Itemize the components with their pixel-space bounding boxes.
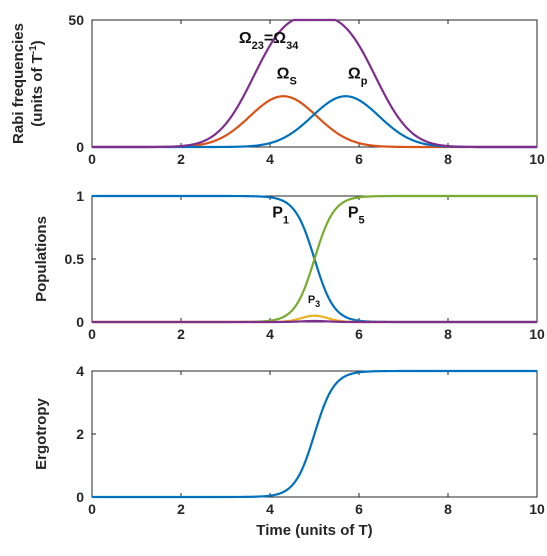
x-tick-label: 4 [266, 151, 274, 167]
x-tick-label: 2 [177, 326, 185, 342]
x-tick-label: 2 [177, 501, 185, 517]
y-axis-label: Rabi frequencies [10, 23, 27, 144]
y-axis-label: Populations [33, 216, 50, 302]
annotation-p1_label: P1 [272, 204, 289, 226]
y-tick-label: 0 [76, 139, 84, 155]
series-line-omega_sum [92, 18, 537, 149]
y-tick-label: 0.5 [65, 251, 85, 267]
y-tick-label: 1 [76, 188, 84, 204]
x-tick-label: 2 [177, 151, 185, 167]
x-tick-label: 8 [444, 151, 452, 167]
x-tick-label: 10 [529, 151, 545, 167]
y-axis-label: Ergotropy [33, 398, 50, 470]
y-axis-label-units: (units of T-1) [28, 40, 46, 126]
x-tick-label: 4 [266, 501, 274, 517]
x-tick-label: 0 [88, 151, 96, 167]
y-tick-label: 0 [76, 314, 84, 330]
series-line-ergotropy [92, 369, 537, 499]
plot-frame [91, 19, 538, 148]
x-tick-label: 0 [88, 326, 96, 342]
series-line-p_other [92, 319, 537, 324]
panel-2: 0 2 4 6 8 10 0 0.5 1 P1 P5 P3 Populations [33, 188, 545, 342]
x-tick-label: 4 [266, 326, 274, 342]
y-tick-label: 2 [76, 426, 84, 442]
y-tick-label: 0 [76, 489, 84, 505]
x-tick-label: 8 [444, 501, 452, 517]
x-tick-label: 0 [88, 501, 96, 517]
x-tick-label: 10 [529, 326, 545, 342]
x-tick-label: 6 [355, 326, 363, 342]
annotation-omega_p_label: Ωp [348, 65, 368, 87]
x-tick-label: 6 [355, 501, 363, 517]
x-tick-label: 10 [529, 501, 545, 517]
x-tick-label: 8 [444, 326, 452, 342]
annotation-p5_label: P5 [348, 204, 365, 226]
annotation-p3_label: P3 [308, 294, 320, 309]
y-tick-label: 50 [68, 12, 84, 28]
panel-3: 0 2 4 6 8 10 0 2 4 Ergotropy Time (units of T) [33, 363, 545, 539]
panel-1: 0 2 4 6 8 10 0 50 Ω23=Ω34 ΩS Ωp Rabi frequencies (un… [10, 12, 545, 167]
annotation-omega_s_label: ΩS [277, 65, 297, 87]
x-tick-label: 6 [355, 151, 363, 167]
x-axis-label: Time (units of T) [256, 522, 372, 539]
y-tick-label: 4 [76, 363, 84, 379]
annotation-omega_23_34: Ω23=Ω34 [239, 30, 299, 52]
